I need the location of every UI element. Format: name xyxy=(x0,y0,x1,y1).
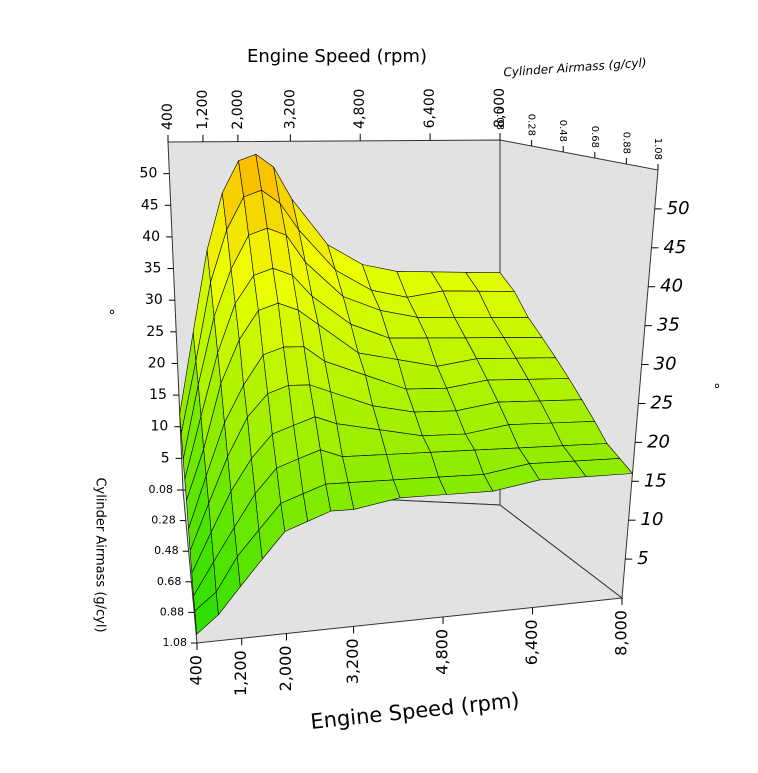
surface xyxy=(179,154,633,635)
x-axis-title: Engine Speed (rpm) xyxy=(309,688,520,734)
x-tick-label-top: 8,000 xyxy=(492,88,508,128)
x-tick-label: 400 xyxy=(187,655,206,686)
z-tick-label: 15 xyxy=(149,387,167,403)
x-tick-label-top: 4,800 xyxy=(352,89,368,129)
z-tick-label-right: 30 xyxy=(654,354,677,375)
y-tick-label-top: 0.28 xyxy=(526,114,537,136)
y-tick-label-top: 0.08 xyxy=(494,108,505,130)
z-tick-label-right: 40 xyxy=(660,276,683,297)
y-tick-label: 0.28 xyxy=(151,514,176,527)
axes: 400 400 1,200 1,200 2,000 2,000 3,200 3,200 4,80… xyxy=(140,88,690,696)
z-tick-label-right: 15 xyxy=(644,470,667,491)
z-tick-label-right: 35 xyxy=(657,315,680,336)
x-tick-label-top: 3,200 xyxy=(282,89,298,129)
z-tick-label: 35 xyxy=(144,261,162,277)
x-tick-label: 1,200 xyxy=(231,650,250,696)
y-tick-label: 0.48 xyxy=(154,544,179,557)
y-tick-label-top: 1.08 xyxy=(652,138,663,160)
surface-cell xyxy=(393,476,447,499)
surface-cell xyxy=(574,458,633,478)
surface-cell xyxy=(386,451,439,481)
y-axis-title: Cylinder Airmass (g/cyl) xyxy=(93,477,108,632)
z-tick-label: 30 xyxy=(145,292,163,308)
z-tick-label-right: 5 xyxy=(637,548,648,569)
x-tick-label-top: 400 xyxy=(160,103,176,130)
z-tick-label: 50 xyxy=(140,166,158,182)
surface-cell xyxy=(438,474,494,495)
z-tick-label: 5 xyxy=(161,450,170,466)
x-tick-label: 6,400 xyxy=(522,619,541,665)
z-tick-label: 20 xyxy=(148,355,166,371)
z-tick-label-right: 20 xyxy=(647,431,670,452)
z-axis-title-right: ° xyxy=(714,382,721,398)
z-tick-label: 25 xyxy=(146,324,164,340)
y-tick-label-top: 0.68 xyxy=(589,126,600,148)
y-tick-label-top: 0.48 xyxy=(557,120,568,142)
y-tick-label: 0.08 xyxy=(149,483,174,496)
z-tick-label-right: 45 xyxy=(663,237,686,258)
y-tick-label: 1.08 xyxy=(163,636,188,649)
x-tick-label: 8,000 xyxy=(612,610,631,656)
z-tick-label: 10 xyxy=(150,419,168,435)
y-axis-title-top: Cylinder Airmass (g/cyl) xyxy=(503,56,647,80)
z-tick-label-right: 25 xyxy=(650,392,673,413)
x-tick-label: 4,800 xyxy=(433,629,452,675)
surface-cell xyxy=(342,454,394,484)
y-tick-label: 0.68 xyxy=(157,575,182,588)
x-axis-title-top: Engine Speed (rpm) xyxy=(247,46,427,67)
z-axis-title: ° xyxy=(109,308,116,324)
x-tick-label-top: 1,200 xyxy=(195,90,211,130)
z-tick-label-right: 10 xyxy=(641,509,664,530)
x-tick-label: 2,000 xyxy=(276,646,295,692)
z-tick-label: 45 xyxy=(141,197,159,213)
z-tick-label-right: 50 xyxy=(667,198,690,219)
x-tick-label-top: 6,400 xyxy=(422,88,438,128)
z-tick-label: 40 xyxy=(142,229,160,245)
y-tick-label-top: 0.88 xyxy=(620,132,631,154)
x-tick-label-top: 2,000 xyxy=(230,89,246,129)
x-tick-label: 3,200 xyxy=(343,638,362,684)
surface-cell xyxy=(430,449,485,478)
y-tick-label: 0.88 xyxy=(160,605,185,618)
